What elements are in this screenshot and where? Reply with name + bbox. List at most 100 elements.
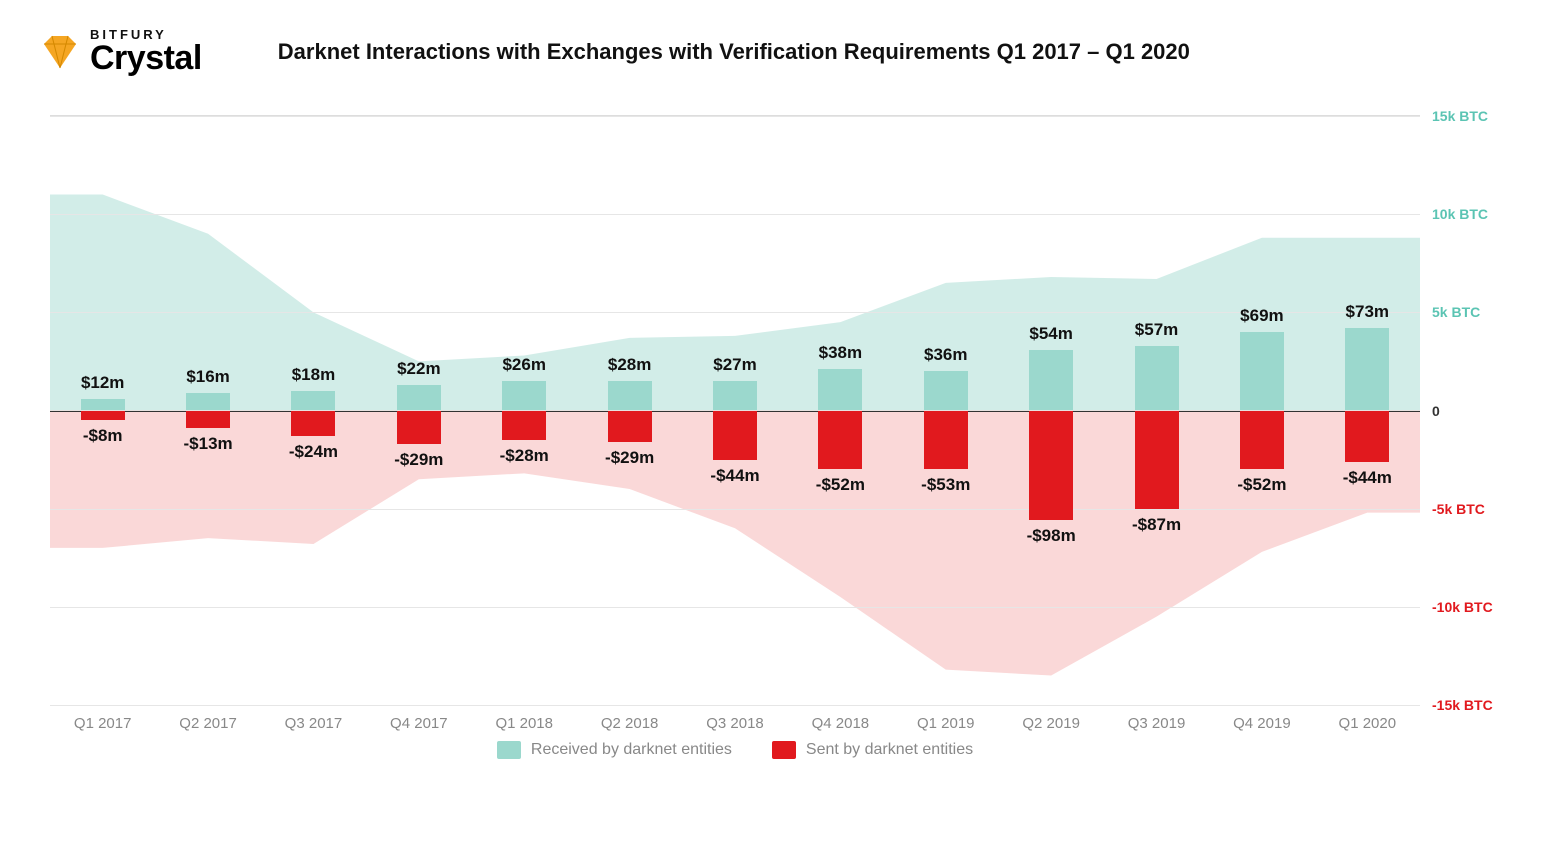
bar-received — [924, 371, 968, 410]
bar-sent — [81, 411, 125, 421]
bar-received-label: $27m — [713, 355, 756, 375]
bar-sent-label: -$8m — [83, 426, 123, 446]
category-column: $57m-$87mQ3 2019 — [1104, 116, 1209, 705]
bar-sent — [1345, 411, 1389, 462]
bar-sent — [713, 411, 757, 460]
legend-received-label: Received by darknet entities — [531, 741, 732, 759]
plot-area: 15k BTC10k BTC5k BTC0-5k BTC-10k BTC-15k… — [50, 115, 1420, 705]
bar-sent-label: -$52m — [816, 475, 865, 495]
category-column: $26m-$28mQ1 2018 — [472, 116, 577, 705]
bar-sent — [1029, 411, 1073, 521]
x-tick-label: Q4 2019 — [1233, 715, 1291, 732]
legend-sent-swatch — [772, 741, 796, 759]
bar-sent-label: -$13m — [183, 434, 232, 454]
category-column: $16m-$13mQ2 2017 — [155, 116, 260, 705]
y-tick-label: -10k BTC — [1432, 599, 1493, 615]
category-column: $12m-$8mQ1 2017 — [50, 116, 155, 705]
x-tick-label: Q3 2017 — [285, 715, 343, 732]
y-tick-label: 10k BTC — [1432, 206, 1488, 222]
legend-received: Received by darknet entities — [497, 741, 732, 759]
x-tick-label: Q1 2019 — [917, 715, 975, 732]
bar-sent-label: -$44m — [1343, 468, 1392, 488]
category-column: $38m-$52mQ4 2018 — [788, 116, 893, 705]
x-tick-label: Q3 2019 — [1128, 715, 1186, 732]
chart: 15k BTC10k BTC5k BTC0-5k BTC-10k BTC-15k… — [50, 115, 1480, 765]
bar-sent-label: -$29m — [605, 448, 654, 468]
bar-received-label: $12m — [81, 373, 124, 393]
category-column: $27m-$44mQ3 2018 — [682, 116, 787, 705]
bar-sent-label: -$24m — [289, 442, 338, 462]
bar-received — [1135, 346, 1179, 411]
bar-sent-label: -$44m — [710, 466, 759, 486]
x-tick-label: Q3 2018 — [706, 715, 764, 732]
bar-sent — [924, 411, 968, 470]
bar-received-label: $57m — [1135, 320, 1178, 340]
bar-sent — [818, 411, 862, 470]
y-tick-label: -5k BTC — [1432, 501, 1485, 517]
bar-received — [713, 381, 757, 410]
category-column: $28m-$29mQ2 2018 — [577, 116, 682, 705]
bar-received-label: $26m — [502, 355, 545, 375]
y-tick-label: 0 — [1432, 403, 1440, 419]
x-tick-label: Q1 2017 — [74, 715, 132, 732]
bar-received-label: $54m — [1029, 324, 1072, 344]
x-tick-label: Q1 2018 — [495, 715, 553, 732]
category-column: $36m-$53mQ1 2019 — [893, 116, 998, 705]
x-tick-label: Q2 2017 — [179, 715, 237, 732]
x-tick-label: Q2 2018 — [601, 715, 659, 732]
bar-sent-label: -$53m — [921, 475, 970, 495]
chart-title: Darknet Interactions with Exchanges with… — [278, 39, 1190, 65]
legend: Received by darknet entities Sent by dar… — [50, 735, 1420, 765]
category-column: $73m-$44mQ1 2020 — [1315, 116, 1420, 705]
bar-sent — [1135, 411, 1179, 509]
bar-sent — [291, 411, 335, 437]
bar-sent — [186, 411, 230, 429]
bar-sent — [1240, 411, 1284, 470]
category-column: $18m-$24mQ3 2017 — [261, 116, 366, 705]
x-tick-label: Q4 2018 — [812, 715, 870, 732]
legend-sent-label: Sent by darknet entities — [806, 741, 973, 759]
bar-received-label: $38m — [819, 343, 862, 363]
header: BITFURY Crystal Darknet Interactions wit… — [0, 0, 1550, 85]
bar-sent-label: -$52m — [1237, 475, 1286, 495]
bar-received — [608, 381, 652, 410]
x-tick-label: Q4 2017 — [390, 715, 448, 732]
bar-sent-label: -$98m — [1027, 526, 1076, 546]
bar-received-label: $22m — [397, 359, 440, 379]
crystal-logo-icon — [40, 32, 80, 72]
category-column: $69m-$52mQ4 2019 — [1209, 116, 1314, 705]
bar-received — [818, 369, 862, 410]
bar-received — [81, 399, 125, 411]
bar-received — [397, 385, 441, 411]
bar-received — [186, 393, 230, 411]
y-tick-label: 15k BTC — [1432, 108, 1488, 124]
legend-sent: Sent by darknet entities — [772, 741, 973, 759]
bar-sent — [502, 411, 546, 440]
bar-received-label: $36m — [924, 345, 967, 365]
bar-received — [291, 391, 335, 411]
logo: BITFURY Crystal — [40, 28, 202, 75]
bar-received-label: $69m — [1240, 306, 1283, 326]
bar-sent — [397, 411, 441, 444]
x-tick-label: Q1 2020 — [1339, 715, 1397, 732]
category-column: $22m-$29mQ4 2017 — [366, 116, 471, 705]
bar-received — [1029, 350, 1073, 411]
bar-sent-label: -$87m — [1132, 515, 1181, 535]
bar-received — [1240, 332, 1284, 411]
gridline — [50, 705, 1420, 706]
bar-received-label: $28m — [608, 355, 651, 375]
x-tick-label: Q2 2019 — [1022, 715, 1080, 732]
bar-received-label: $73m — [1346, 302, 1389, 322]
y-tick-label: 5k BTC — [1432, 304, 1480, 320]
bar-received-label: $16m — [186, 367, 229, 387]
bar-sent-label: -$28m — [500, 446, 549, 466]
bar-received — [502, 381, 546, 410]
bar-sent — [608, 411, 652, 442]
category-column: $54m-$98mQ2 2019 — [998, 116, 1103, 705]
y-tick-label: -15k BTC — [1432, 697, 1493, 713]
bar-received — [1345, 328, 1389, 410]
bar-received-label: $18m — [292, 365, 335, 385]
logo-main-text: Crystal — [90, 41, 202, 75]
legend-received-swatch — [497, 741, 521, 759]
bar-sent-label: -$29m — [394, 450, 443, 470]
